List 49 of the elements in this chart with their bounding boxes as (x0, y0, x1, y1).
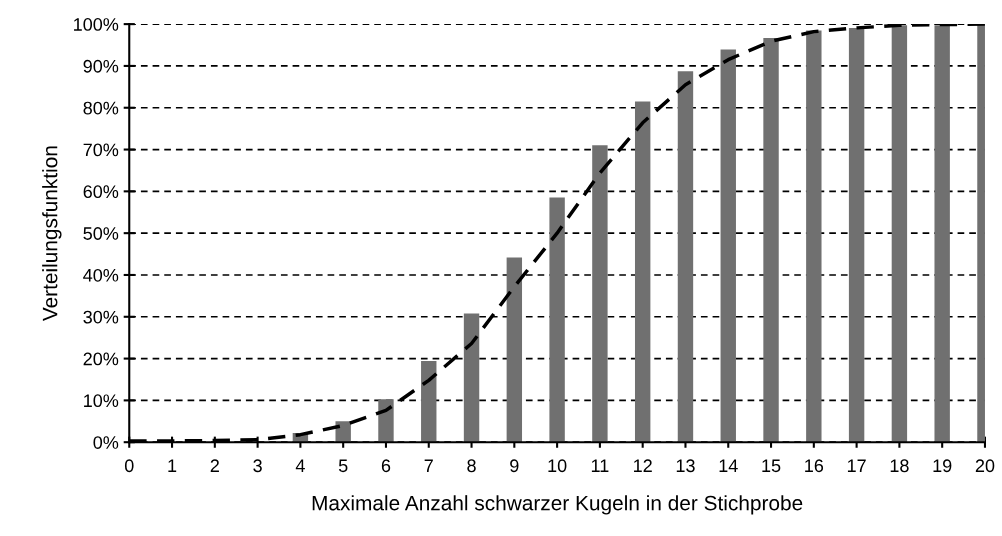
y-tick-label: 90% (83, 59, 119, 73)
x-tick-label: 19 (933, 459, 952, 473)
x-tick-label: 14 (719, 459, 738, 472)
x-tick-label: 13 (676, 459, 695, 473)
y-tick-label: 60% (83, 185, 119, 199)
x-tick-label: 17 (847, 459, 866, 472)
x-tick-label: 5 (338, 459, 348, 473)
bar (763, 37, 779, 443)
y-tick-label: 50% (83, 227, 119, 240)
x-tick-label: 6 (381, 459, 391, 473)
bar (891, 25, 908, 443)
y-tick-label: 80% (83, 101, 119, 115)
x-tick-label: 2 (210, 459, 219, 472)
y-tick-label: 20% (83, 352, 119, 366)
x-tick-label: 0 (124, 459, 134, 473)
bar (634, 101, 651, 443)
y-tick-label: 100% (74, 18, 119, 31)
x-tick-label: 10 (548, 459, 567, 473)
bar (549, 197, 565, 443)
x-axis-title: Maximale Anzahl schwarzer Kugeln in der Stichprobe (312, 495, 803, 515)
bar (848, 27, 865, 443)
bar (335, 421, 351, 443)
x-tick-label: 15 (762, 459, 781, 473)
x-tick-label: 16 (805, 459, 824, 473)
x-tick-label: 8 (467, 459, 476, 473)
y-tick-label: 70% (83, 143, 119, 157)
bar (421, 361, 437, 443)
x-tick-label: 9 (510, 459, 519, 473)
x-tick-label: 7 (424, 459, 433, 472)
x-tick-label: 12 (634, 459, 652, 472)
bar (378, 399, 394, 443)
y-tick-label: 10% (84, 394, 119, 408)
y-tick-label: 30% (83, 310, 119, 324)
y-axis-title: Verteilungsfunktion (42, 146, 62, 322)
bar (592, 145, 608, 443)
bar (506, 257, 523, 443)
y-tick-label: 40% (83, 268, 119, 282)
x-tick-label: 1 (168, 459, 177, 472)
bar (677, 71, 694, 443)
bar (934, 25, 950, 443)
x-tick-label: 3 (253, 459, 262, 473)
bar (806, 30, 822, 443)
x-tick-label: 4 (295, 459, 305, 472)
x-tick-label: 18 (890, 459, 909, 473)
bar (720, 49, 736, 443)
x-tick-label: 20 (975, 459, 995, 473)
bar (463, 313, 480, 443)
x-tick-label: 11 (591, 459, 609, 472)
y-tick-label: 0% (93, 436, 119, 449)
